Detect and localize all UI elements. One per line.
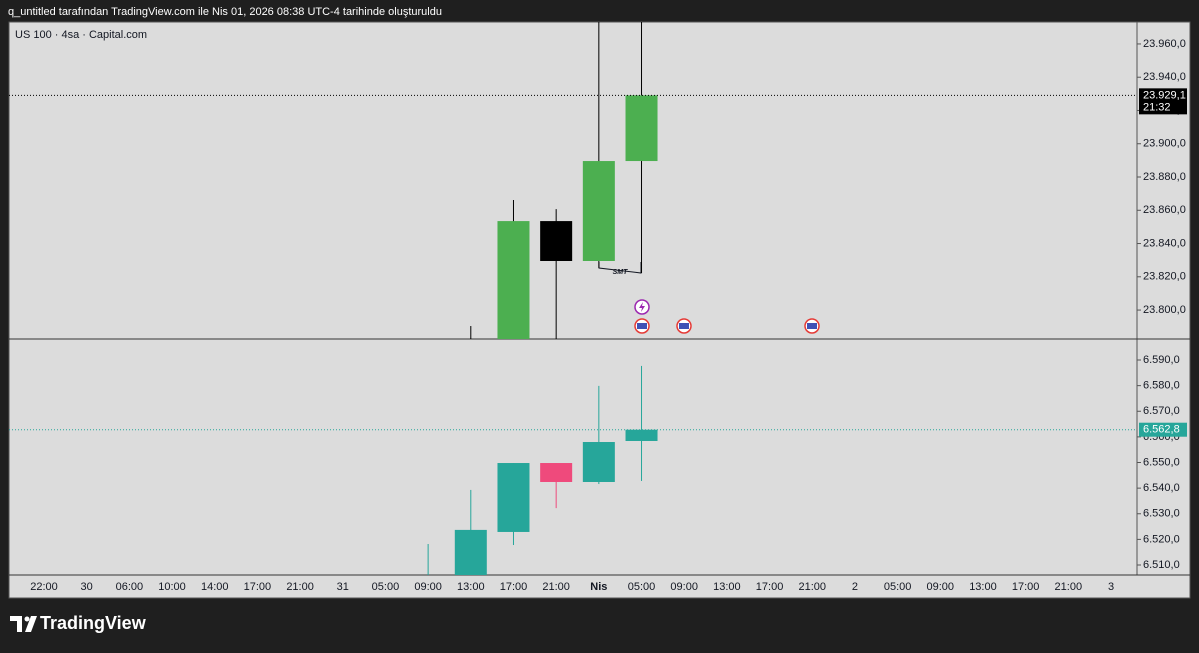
candle-body (625, 429, 658, 441)
countdown-label: 21:32 (1143, 101, 1171, 113)
header: q_untitled tarafından TradingView.com il… (8, 6, 442, 18)
x-tick-label: 13:00 (969, 581, 997, 593)
y-tick-label: 6.570,0 (1143, 405, 1180, 417)
y-tick-label: 6.580,0 (1143, 380, 1180, 392)
candles (427, 365, 658, 575)
candle-body (540, 221, 573, 261)
x-tick-label: 17:00 (1012, 581, 1040, 593)
y-tick-label: 6.550,0 (1143, 456, 1180, 468)
y-tick-label: 23.960,0 (1143, 38, 1186, 50)
x-tick-label: 09:00 (927, 581, 955, 593)
x-tick-label: 14:00 (201, 581, 229, 593)
x-tick-label: 05:00 (884, 581, 912, 593)
x-tick-label: 21:00 (286, 581, 314, 593)
x-tick-label: 22:00 (30, 581, 58, 593)
x-tick-label: 17:00 (756, 581, 784, 593)
x-tick-label: 17:00 (244, 581, 272, 593)
symbol-legend: US 100 · 4sa · Capital.com (15, 29, 147, 41)
x-tick-label: Nis (590, 581, 607, 593)
smt-label: SMT (613, 269, 629, 276)
y-tick-label: 6.530,0 (1143, 508, 1180, 520)
y-tick-label: 23.880,0 (1143, 171, 1186, 183)
x-tick-label: 09:00 (414, 581, 442, 593)
x-tick-label: 05:00 (628, 581, 656, 593)
x-tick-label: 10:00 (158, 581, 186, 593)
x-tick-label: 13:00 (713, 581, 741, 593)
event-icons (634, 299, 820, 334)
y-tick-label: 6.540,0 (1143, 482, 1180, 494)
x-tick-label: 17:00 (500, 581, 528, 593)
y-tick-label: 23.860,0 (1143, 204, 1186, 216)
x-tick-label: 2 (852, 581, 858, 593)
chart-area (8, 21, 1191, 599)
candle-body (582, 442, 615, 482)
candle-body (454, 529, 487, 575)
last-price-box (1139, 422, 1187, 437)
x-tick-label: 05:00 (372, 581, 400, 593)
y-tick-label: 23.940,0 (1143, 71, 1186, 83)
brand-logo (10, 616, 37, 632)
last-price-box (1139, 88, 1187, 115)
y-tick-label: 6.510,0 (1143, 559, 1180, 571)
y-tick-label: 23.820,0 (1143, 271, 1186, 283)
x-tick-label: 21:00 (798, 581, 826, 593)
y-tick-label: 6.520,0 (1143, 533, 1180, 545)
y-tick-label: 6.590,0 (1143, 354, 1180, 366)
last-price-label: 23.929,1 (1143, 89, 1186, 101)
x-tick-label: 21:00 (1055, 581, 1083, 593)
y-tick-label: 23.800,0 (1143, 304, 1186, 316)
brand-name: TradingView (40, 613, 147, 633)
x-tick-label: 31 (337, 581, 349, 593)
x-tick-label: 06:00 (116, 581, 144, 593)
candle-body (582, 161, 615, 261)
candle-body (625, 95, 658, 162)
x-tick-label: 13:00 (457, 581, 485, 593)
y-tick-label: 23.840,0 (1143, 237, 1186, 249)
candle-body (497, 463, 530, 532)
candle-body (497, 221, 530, 339)
x-tick-label: 21:00 (542, 581, 570, 593)
y-tick-label: 23.900,0 (1143, 138, 1186, 150)
last-price-label: 6.562,8 (1143, 424, 1180, 436)
candles (470, 22, 658, 339)
x-tick-label: 09:00 (670, 581, 698, 593)
candle-body (540, 463, 573, 482)
x-tick-label: 30 (81, 581, 93, 593)
x-tick-label: 3 (1108, 581, 1114, 593)
